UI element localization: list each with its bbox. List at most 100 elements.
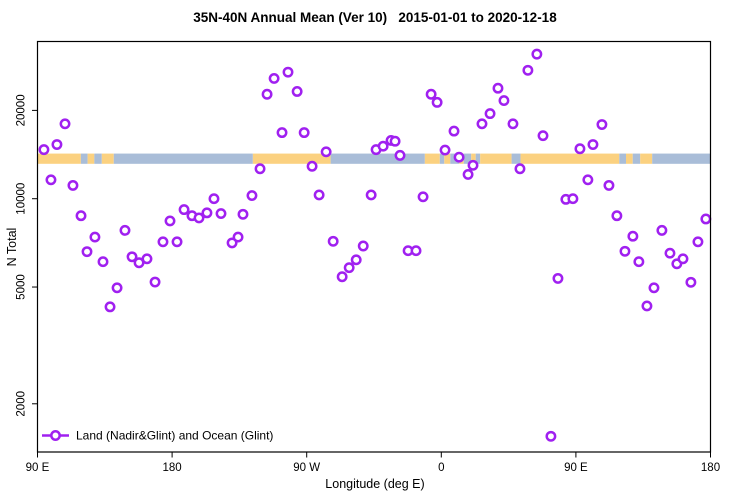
data-point <box>587 139 599 150</box>
data-point <box>619 245 631 257</box>
data-point <box>164 215 176 227</box>
data-point <box>45 174 57 186</box>
data-point <box>410 245 422 257</box>
data-point <box>193 212 205 224</box>
x-tick-label: 90 W <box>293 462 320 474</box>
data-point <box>448 125 460 137</box>
data-point <box>492 82 504 94</box>
data-point <box>276 127 288 139</box>
data-point <box>656 224 668 236</box>
data-point <box>462 168 474 180</box>
data-point <box>567 193 579 205</box>
map-band-segment-land <box>520 153 620 164</box>
x-tick-label: 180 <box>163 462 182 474</box>
data-point <box>498 95 510 107</box>
data-point <box>215 208 227 220</box>
data-point <box>476 118 488 130</box>
data-point <box>126 251 138 263</box>
map-band-segment-ocean <box>439 153 445 164</box>
data-point <box>467 159 479 171</box>
data-point <box>552 272 564 284</box>
data-point <box>394 149 406 161</box>
data-point <box>81 246 93 258</box>
data-point <box>425 88 437 100</box>
map-band-segment-ocean <box>475 153 481 164</box>
map-band-segment-land <box>252 153 331 164</box>
data-point <box>237 208 249 220</box>
y-tick-label: 10000 <box>16 183 28 215</box>
data-point <box>507 118 519 130</box>
legend-marker-point <box>50 430 61 441</box>
data-point <box>97 256 109 268</box>
y-tick-label: 2000 <box>16 391 28 417</box>
data-point <box>306 160 318 172</box>
data-point <box>327 235 339 247</box>
data-point <box>149 276 161 288</box>
data-point <box>89 231 101 243</box>
map-band-segment-land <box>424 153 440 164</box>
data-point <box>574 143 586 155</box>
data-point <box>232 231 244 243</box>
data-point <box>664 247 676 259</box>
map-band-segment-ocean <box>619 153 627 164</box>
data-point <box>313 189 325 201</box>
data-point <box>417 191 429 203</box>
x-axis-title: Longitude (deg E) <box>325 477 425 491</box>
plot-area <box>37 41 711 452</box>
map-band-segment-ocean <box>632 153 641 164</box>
map-band-segment-ocean <box>80 153 88 164</box>
map-band-segment-land <box>480 153 512 164</box>
data-point <box>51 139 63 150</box>
data-point <box>596 119 608 130</box>
data-point <box>522 64 534 76</box>
data-point <box>648 282 660 294</box>
data-point <box>484 108 496 120</box>
data-point <box>119 224 131 236</box>
legend-label: Land (Nadir&Glint) and Ocean (Glint) <box>76 429 273 443</box>
data-point <box>75 210 87 222</box>
map-band-segment-ocean <box>113 153 253 164</box>
data-point <box>582 174 594 186</box>
data-point <box>291 86 303 97</box>
data-point <box>178 204 190 216</box>
map-band-segment-land <box>471 153 476 164</box>
data-point <box>246 190 258 202</box>
data-point <box>603 179 615 191</box>
data-point <box>700 213 712 225</box>
map-band-segment-land <box>444 153 451 164</box>
data-point <box>59 118 71 130</box>
data-point <box>38 144 50 156</box>
data-point <box>377 140 389 152</box>
data-point <box>611 210 623 222</box>
map-band-segment-land <box>37 153 81 164</box>
x-tick-label: 180 <box>701 462 720 474</box>
map-band-segment-land <box>87 153 95 164</box>
data-point <box>531 48 543 60</box>
map-band-segment-ocean <box>652 153 711 164</box>
data-point <box>298 127 310 139</box>
map-band-segment-land <box>101 153 114 164</box>
data-point <box>389 135 401 147</box>
x-tick-label: 0 <box>438 462 444 474</box>
y-tick-label: 5000 <box>16 274 28 300</box>
data-point <box>545 430 557 442</box>
x-tick-label: 90 E <box>26 462 50 474</box>
data-point <box>357 240 369 252</box>
data-point <box>537 130 549 142</box>
plot-border <box>36 40 712 453</box>
data-point <box>685 276 697 288</box>
data-point <box>692 236 704 248</box>
y-axis-title: N Total <box>5 227 19 267</box>
x-tick-label: 90 E <box>564 462 588 474</box>
map-band-segment-ocean <box>463 153 472 164</box>
data-point <box>627 230 639 242</box>
map-band-segment-ocean <box>330 153 425 164</box>
data-point <box>111 282 123 294</box>
data-point <box>67 179 79 191</box>
chart-title: 35N-40N Annual Mean (Ver 10) 2015-01-01 … <box>193 10 557 25</box>
map-band-segment-ocean <box>511 153 521 164</box>
data-point <box>633 256 645 268</box>
map-band-segment-ocean <box>94 153 102 164</box>
